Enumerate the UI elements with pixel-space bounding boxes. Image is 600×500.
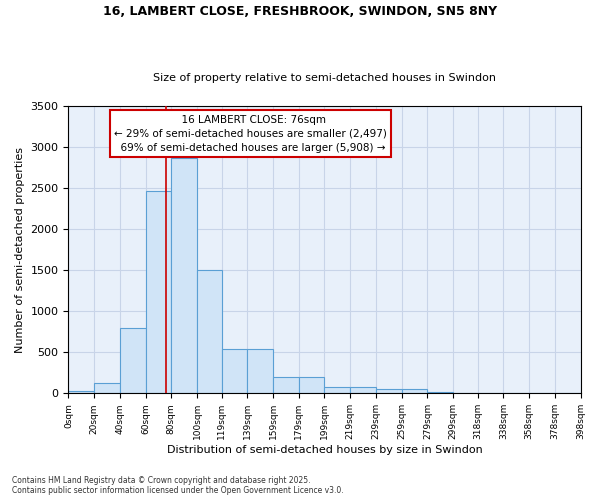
Bar <box>401 389 427 394</box>
Bar <box>94 384 120 394</box>
Title: Size of property relative to semi-detached houses in Swindon: Size of property relative to semi-detach… <box>153 73 496 83</box>
Text: 16, LAMBERT CLOSE, FRESHBROOK, SWINDON, SN5 8NY: 16, LAMBERT CLOSE, FRESHBROOK, SWINDON, … <box>103 5 497 18</box>
Bar <box>350 387 376 394</box>
Y-axis label: Number of semi-detached properties: Number of semi-detached properties <box>15 146 25 352</box>
Bar <box>376 389 401 394</box>
Bar <box>146 190 172 394</box>
Text: 16 LAMBERT CLOSE: 76sqm
← 29% of semi-detached houses are smaller (2,497)
  69% : 16 LAMBERT CLOSE: 76sqm ← 29% of semi-de… <box>114 114 386 152</box>
Bar <box>325 387 350 394</box>
Bar <box>247 349 273 394</box>
X-axis label: Distribution of semi-detached houses by size in Swindon: Distribution of semi-detached houses by … <box>167 445 482 455</box>
Bar <box>172 158 197 394</box>
Bar <box>68 391 94 394</box>
Bar <box>197 270 221 394</box>
Bar <box>120 328 146 394</box>
Text: Contains HM Land Registry data © Crown copyright and database right 2025.
Contai: Contains HM Land Registry data © Crown c… <box>12 476 344 495</box>
Bar <box>273 377 299 394</box>
Bar <box>427 392 453 394</box>
Bar <box>299 377 325 394</box>
Bar <box>221 349 247 394</box>
